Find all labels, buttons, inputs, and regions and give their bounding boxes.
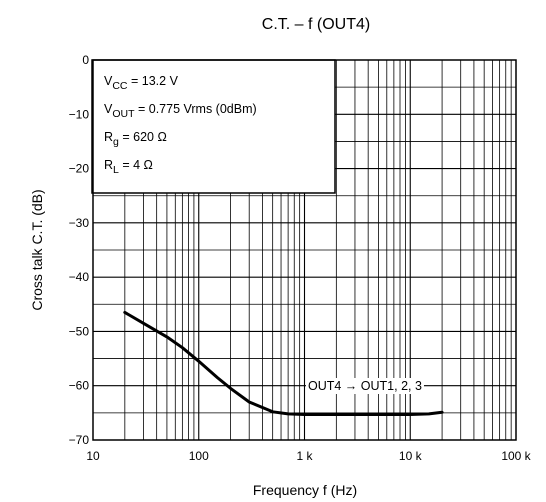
condition-line: VOUT = 0.775 Vrms (0dBm): [104, 102, 257, 120]
x-tick-label: 100: [189, 449, 209, 463]
x-tick-label: 100 k: [501, 449, 531, 463]
conditions-box: [91, 59, 336, 194]
y-tick-label: −60: [69, 379, 90, 393]
condition-value: = 4 Ω: [119, 158, 153, 172]
condition-subscript: g: [113, 136, 119, 148]
y-tick-label: −50: [69, 324, 90, 338]
condition-value: = 620 Ω: [119, 130, 167, 144]
condition-value: = 13.2 V: [128, 74, 179, 88]
x-tick-label: 1 k: [296, 449, 313, 463]
x-tick-labels: 10 100 1 k 10 k 100 k: [86, 449, 531, 463]
condition-subscript: L: [113, 164, 119, 176]
condition-line: Rg = 620 Ω: [104, 130, 167, 148]
annotation-background: [306, 378, 424, 394]
y-tick-label: −30: [69, 216, 90, 230]
y-axis-label: Cross talk C.T. (dB): [29, 189, 45, 310]
y-tick-labels: 0 −10 −20 −30 −40 −50 −60 −70: [69, 53, 90, 447]
x-tick-label: 10 k: [399, 449, 423, 463]
y-tick-label: 0: [82, 53, 89, 67]
condition-symbol: V: [104, 74, 113, 88]
condition-subscript: CC: [112, 80, 128, 92]
x-axis-label: Frequency f (Hz): [253, 482, 357, 498]
chart-title: C.T. – f (OUT4): [262, 16, 370, 33]
y-tick-label: −40: [69, 270, 90, 284]
series-curve: [123, 310, 444, 416]
condition-value: = 0.775 Vrms (0dBm): [135, 102, 257, 116]
y-tick-label: −10: [69, 107, 90, 121]
x-tick-label: 10: [86, 449, 100, 463]
plot-frame: [92, 59, 517, 441]
series-line: [123, 310, 444, 416]
condition-symbol: R: [104, 130, 113, 144]
condition-line: VCC = 13.2 V: [104, 74, 179, 92]
y-tick-label: −70: [69, 433, 90, 447]
y-tick-label: −20: [69, 162, 90, 176]
condition-line: RL = 4 Ω: [104, 158, 153, 176]
condition-subscript: OUT: [112, 108, 135, 120]
annotation-label: OUT4 → OUT1, 2, 3: [308, 379, 422, 393]
condition-symbol: V: [104, 102, 113, 116]
condition-symbol: R: [104, 158, 113, 172]
